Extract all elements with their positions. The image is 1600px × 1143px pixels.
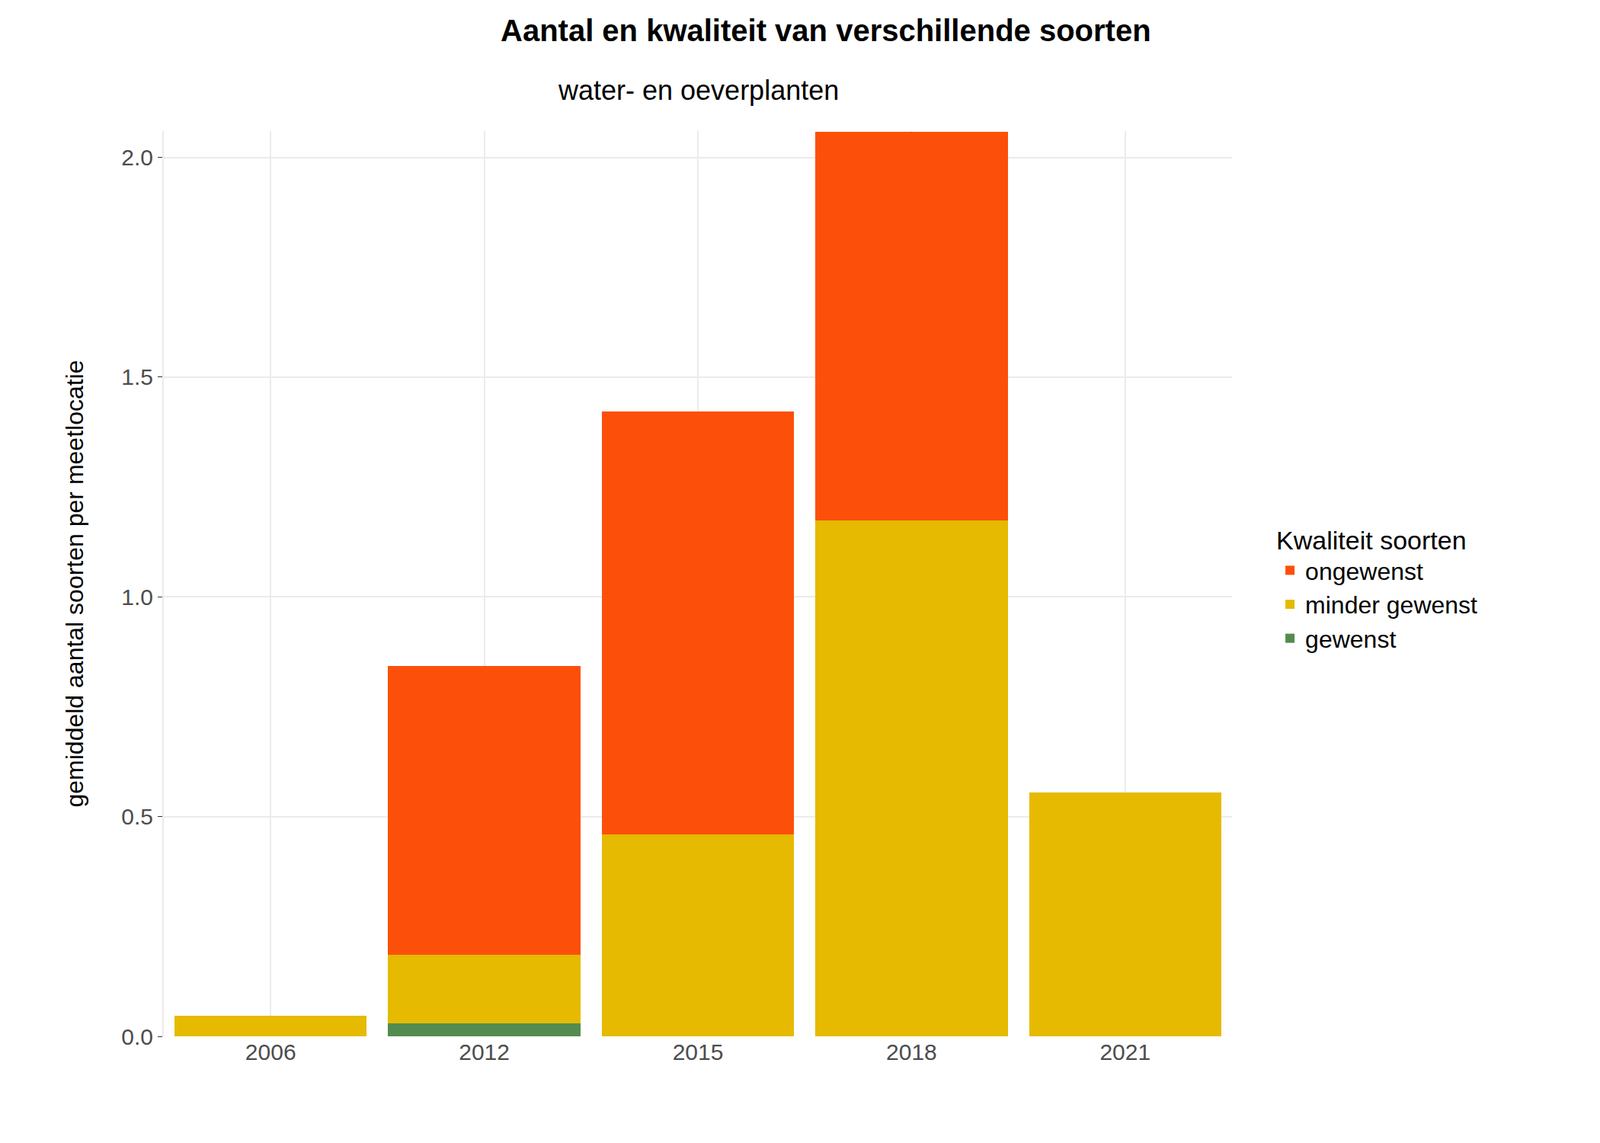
svg-text:1.5: 1.5 [121,364,154,390]
svg-text:gewenst: gewenst [1305,625,1396,653]
svg-text:0.0: 0.0 [121,1024,154,1050]
svg-text:water- en oeverplanten: water- en oeverplanten [557,74,839,106]
svg-text:2021: 2021 [1099,1039,1151,1065]
svg-text:Kwaliteit soorten: Kwaliteit soorten [1276,525,1466,555]
svg-text:2018: 2018 [886,1039,938,1065]
svg-text:2012: 2012 [458,1039,510,1065]
svg-text:2.0: 2.0 [121,144,154,170]
svg-text:2006: 2006 [245,1039,297,1065]
svg-text:gemiddeld aantal soorten per m: gemiddeld aantal soorten per meetlocatie [60,359,89,807]
svg-text:ongewenst: ongewenst [1305,557,1424,586]
svg-text:1.0: 1.0 [121,584,154,610]
svg-text:minder gewenst: minder gewenst [1305,591,1478,619]
svg-text:Aantal en kwaliteit van versch: Aantal en kwaliteit van verschillende so… [500,13,1152,48]
svg-text:0.5: 0.5 [121,803,154,829]
svg-text:2015: 2015 [672,1039,724,1065]
